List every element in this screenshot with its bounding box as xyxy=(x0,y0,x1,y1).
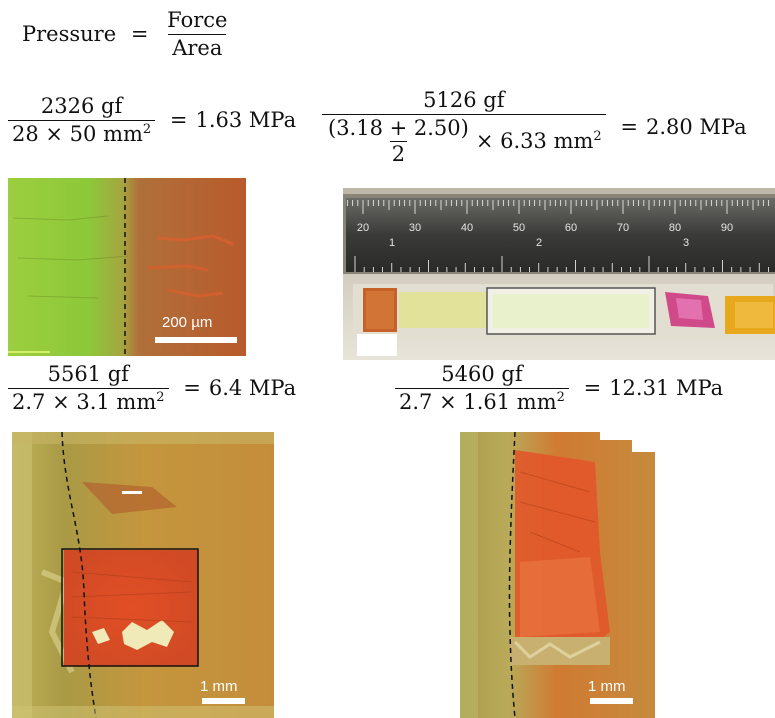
ruler-mm-label: 30 xyxy=(409,222,421,234)
ruler-mm-label: 80 xyxy=(669,222,681,234)
equation-2-inner-denominator: 2 xyxy=(389,141,408,166)
ruler-inch-label: 1 xyxy=(389,237,395,249)
micrograph-1-image xyxy=(8,178,246,356)
equation-4-numerator: 5460 gf xyxy=(441,362,523,386)
micrograph-3: 1 mm xyxy=(12,432,274,718)
equation-3-denominator-base: 2.7 × 3.1 mm xyxy=(12,390,157,414)
equation-4-fraction: 5460 gf 2.7 × 1.61 mm2 xyxy=(395,364,569,413)
equation-2-inner-fraction: (3.18 + 2.50) 2 xyxy=(326,118,471,165)
equation-1-denominator-base: 28 × 50 mm xyxy=(12,122,143,146)
ruler-inch-label: 3 xyxy=(683,237,689,249)
equation-4-exponent: 2 xyxy=(556,390,565,405)
ruler-mm-label: 90 xyxy=(721,222,733,234)
ruler-mm-label: 50 xyxy=(513,222,525,234)
ruler-mm-label: 20 xyxy=(357,222,369,234)
equation-2-fraction: 5126 gf (3.18 + 2.50) 2 × 6.33 mm2 xyxy=(322,90,606,165)
ruler-mm-label: 40 xyxy=(461,222,473,234)
equation-1: 2326 gf 28 × 50 mm2 = 1.63 MPa xyxy=(8,96,296,145)
area-label: Area xyxy=(168,34,227,59)
equation-1-result: 1.63 MPa xyxy=(195,108,297,132)
pressure-label: Pressure xyxy=(22,22,117,46)
equation-2: 5126 gf (3.18 + 2.50) 2 × 6.33 mm2 = 2.80… xyxy=(322,90,747,165)
equation-3-exponent: 2 xyxy=(156,390,165,405)
equation-4-result: 12.31 MPa xyxy=(609,376,724,400)
equation-4-denominator-base: 2.7 × 1.61 mm xyxy=(399,390,557,414)
equation-3: 5561 gf 2.7 × 3.1 mm2 = 6.4 MPa xyxy=(8,364,296,413)
micrograph-1: 200 µm xyxy=(8,178,246,356)
equation-4-equals: = xyxy=(583,376,602,400)
ruler-inch-label: 2 xyxy=(536,237,542,249)
micrograph-4: 1 mm xyxy=(460,432,660,718)
scale-label-1: 200 µm xyxy=(162,314,213,331)
equation-2-denominator: (3.18 + 2.50) 2 × 6.33 mm2 xyxy=(322,114,606,165)
scale-label-4: 1 mm xyxy=(588,678,626,695)
sample-photo-ruler: 20 30 40 50 60 70 80 90 1 2 3 xyxy=(343,188,775,360)
equation-2-equals: = xyxy=(620,115,638,139)
equation-1-equals: = xyxy=(169,108,188,132)
equation-2-times: × 6.33 mm2 xyxy=(471,129,602,153)
ruler-labels: 20 30 40 50 60 70 80 90 1 2 3 xyxy=(357,222,733,249)
equation-3-result: 6.4 MPa xyxy=(208,376,297,400)
ruler-photo-image: 20 30 40 50 60 70 80 90 1 2 3 xyxy=(343,188,775,360)
equation-2-times-text: × 6.33 mm xyxy=(475,129,594,153)
equation-2-inner-numerator: (3.18 + 2.50) xyxy=(328,116,469,140)
equation-2-result: 2.80 MPa xyxy=(645,115,747,139)
micrograph-4-image xyxy=(460,432,655,718)
equation-3-numerator: 5561 gf xyxy=(47,362,129,386)
scale-bar-4 xyxy=(590,698,633,704)
ruler-mm-label: 70 xyxy=(617,222,629,234)
ruler-mm-label: 60 xyxy=(565,222,577,234)
scale-bar-3 xyxy=(202,698,245,704)
equation-2-exponent: 2 xyxy=(593,129,602,144)
equation-1-numerator: 2326 gf xyxy=(40,94,123,118)
equation-1-fraction: 2326 gf 28 × 50 mm2 xyxy=(8,94,156,146)
scale-bar-1 xyxy=(155,337,237,343)
force-label: Force xyxy=(167,8,228,32)
equation-3-fraction: 5561 gf 2.7 × 3.1 mm2 xyxy=(8,364,169,413)
equals-sign: = xyxy=(130,22,149,46)
equation-4: 5460 gf 2.7 × 1.61 mm2 = 12.31 MPa xyxy=(395,364,723,413)
equation-3-equals: = xyxy=(183,376,201,400)
equation-4-denominator: 2.7 × 1.61 mm2 xyxy=(395,388,569,413)
equation-1-denominator: 28 × 50 mm2 xyxy=(8,120,156,146)
equation-1-exponent: 2 xyxy=(142,122,152,137)
equation-2-numerator: 5126 gf xyxy=(423,88,505,112)
ruler-ticks xyxy=(346,200,770,272)
pressure-formula: Pressure = Force Area xyxy=(22,10,231,59)
equation-3-denominator: 2.7 × 3.1 mm2 xyxy=(8,388,169,413)
scale-label-3: 1 mm xyxy=(200,678,238,695)
micrograph-3-image xyxy=(12,432,274,718)
force-area-fraction: Force Area xyxy=(163,10,231,59)
